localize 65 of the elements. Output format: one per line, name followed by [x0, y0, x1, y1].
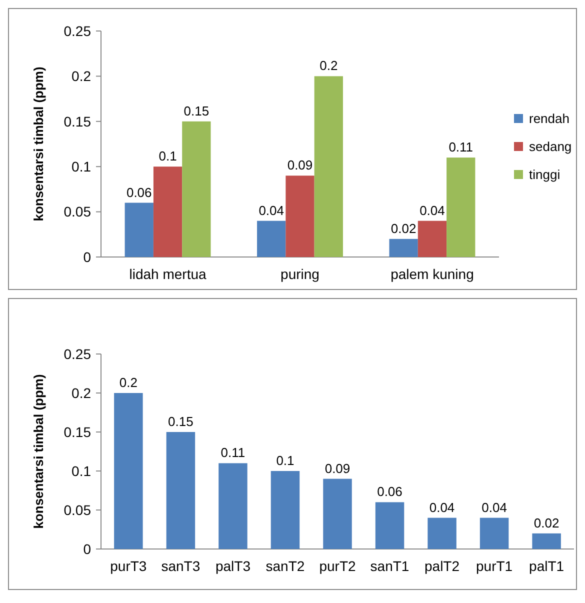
data-label: 0.11 [448, 140, 474, 155]
x-tick-label: palem kuning [390, 266, 474, 282]
y-tick-label: 0.1 [72, 462, 92, 479]
data-label: 0.1 [276, 453, 294, 468]
y-tick-label: 0.25 [64, 346, 92, 362]
data-label: 0.1 [158, 148, 177, 164]
y-axis-title: konsentarsi timbal (ppm) [31, 66, 46, 222]
data-label: 0.06 [377, 484, 402, 500]
x-tick-label: palT1 [529, 558, 564, 574]
y-tick-label: 0.2 [72, 68, 92, 84]
x-tick-label: sanT2 [266, 558, 305, 574]
data-label: 0.02 [390, 220, 416, 236]
bar [428, 518, 456, 549]
bar [375, 502, 404, 549]
bar [114, 393, 143, 549]
legend-label: sedang [529, 139, 572, 154]
x-tick-label: palT3 [215, 558, 251, 574]
y-tick-label: 0.25 [64, 22, 92, 39]
x-tick-label: puring [280, 266, 320, 282]
data-label: 0.15 [168, 414, 194, 429]
x-tick-label: sanT1 [370, 558, 410, 574]
data-label: 0.09 [324, 460, 350, 476]
y-tick-label: 0 [83, 540, 92, 557]
x-tick-label: purT1 [476, 558, 513, 574]
bar [446, 158, 476, 257]
x-tick-label: purT3 [110, 558, 147, 574]
data-label: 0.11 [220, 445, 246, 460]
data-label: 0.04 [420, 202, 445, 218]
legend-label: tinggi [529, 167, 560, 182]
bar [166, 432, 196, 549]
y-tick-label: 0 [83, 248, 92, 265]
bar [124, 202, 154, 257]
data-label: 0.09 [287, 158, 313, 173]
x-tick-label: palT2 [424, 558, 460, 574]
data-label: 0.2 [119, 375, 138, 390]
y-tick-label: 0.15 [64, 113, 92, 130]
bar [532, 533, 561, 549]
bar [323, 478, 352, 549]
data-label: 0.2 [320, 58, 338, 74]
bar [286, 176, 314, 257]
bar [270, 471, 300, 549]
y-tick-label: 0.1 [72, 158, 92, 174]
bar [218, 463, 248, 549]
y-tick-label: 0.05 [64, 502, 92, 518]
bar [153, 166, 182, 257]
x-tick-label: sanT3 [161, 558, 200, 574]
data-label: 0.06 [126, 184, 152, 200]
data-label: 0.04 [482, 500, 507, 515]
y-tick-label: 0.15 [64, 424, 92, 440]
data-label: 0.02 [534, 515, 560, 530]
y-axis-title: konsentarsi timbal (ppm) [31, 374, 46, 529]
data-label: 0.04 [429, 500, 455, 515]
bar [480, 518, 509, 549]
x-tick-label: purT2 [319, 558, 356, 574]
bar [182, 121, 211, 257]
data-label: 0.15 [184, 103, 210, 118]
y-tick-label: 0.05 [64, 204, 92, 220]
bar [257, 220, 286, 257]
bar [389, 238, 418, 257]
bar [418, 220, 447, 257]
x-tick-label: lidah mertua [129, 266, 207, 282]
y-tick-label: 0.2 [72, 384, 92, 401]
data-label: 0.04 [258, 202, 284, 218]
bar [314, 76, 343, 257]
legend-label: rendah [529, 111, 570, 126]
